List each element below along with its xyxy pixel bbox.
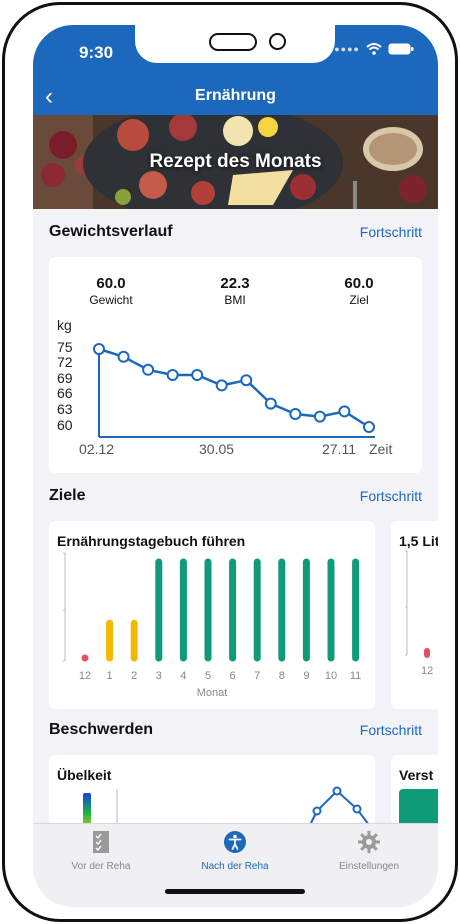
signal-icon: ●●●● [334,44,360,54]
status-icons: ●●●● [334,43,414,55]
tab-settings[interactable]: Einstellungen [309,830,429,872]
complaint-card-constipation[interactable]: Verst [391,755,438,829]
tab-bar: Vor der Reha Nach der Reha [33,823,438,907]
complaint-card2-title: Verst [399,767,434,783]
banner-title: Rezept des Monats [149,151,322,172]
complaints-section-header: Beschwerden Fortschritt [49,721,422,743]
tab-after-rehab[interactable]: Nach der Reha [175,830,295,872]
tab-label: Nach der Reha [201,861,269,872]
goal-x-axis-label: Monat [196,687,228,699]
y-tick: 69 [57,370,73,386]
status-bar: 9:30 ●●●● [33,25,438,91]
goals-section-header: Ziele Fortschritt [49,487,422,509]
weight-point [142,363,155,376]
food-photo [33,115,438,209]
stat-goal-label: Ziel [349,293,369,307]
stat-weight-value: 60.0 [96,275,126,292]
weight-point [166,369,179,381]
notch [135,25,335,63]
stat-goal: 60.0 Ziel [319,275,399,307]
goal-card-title: Ernährungstagebuch führen [57,533,246,549]
goal2-axis [405,550,430,658]
goal-bar-chart: 12 1 2 3 4 5 6 7 8 9 10 11 [63,552,361,682]
goal2-x-tick: 12 [421,665,434,677]
weight-point [117,350,130,363]
weight-point [289,408,302,420]
x-axis-label: Zeit [369,441,393,457]
checklist-icon [93,831,109,853]
goal-x-tick: 7 [254,670,260,682]
weight-point [363,421,375,433]
x-tick: 02.12 [79,441,115,457]
weight-point [93,343,105,355]
wifi-icon [366,43,382,55]
y-tick: 63 [57,401,73,417]
goal-x-tick: 6 [230,670,236,682]
weight-chart [93,343,375,438]
stat-bmi: 22.3 BMI [195,275,275,307]
goal-x-tick: 9 [303,670,309,682]
accessibility-icon [224,831,246,853]
weight-point [191,369,204,381]
weight-point [338,405,351,418]
weight-card[interactable]: 60.0 Gewicht 22.3 BMI 60.0 Ziel kg 75 72… [49,257,422,473]
gear-icon [358,831,380,853]
speaker-icon [209,33,257,51]
goal-card2-title: 1,5 Lit [399,533,438,549]
camera-icon [269,33,286,50]
y-tick: 60 [57,417,73,433]
goal-x-tick: 1 [107,670,113,682]
goal-x-tick: 11 [350,670,361,682]
weight-section-header: Gewichtsverlauf Fortschritt [49,223,422,245]
goals-progress-link[interactable]: Fortschritt [359,488,422,504]
recipe-banner[interactable]: Rezept des Monats [33,115,438,209]
complaint-card-nausea[interactable]: Übelkeit [49,755,375,825]
x-tick: 27.11 [322,441,356,457]
complaint2-bar [399,789,438,829]
goal-x-tick: 2 [131,670,137,682]
stat-weight: 60.0 Gewicht [71,275,151,307]
screen: 9:30 ●●●● ‹ Ernährung [33,25,438,907]
goal-x-tick: 8 [279,670,285,682]
goal-card-water[interactable]: 1,5 Lit 12 [391,521,438,709]
weight-series-line [98,347,370,429]
complaint-card-title: Übelkeit [57,767,112,783]
goals-section-title: Ziele [49,487,86,504]
y-tick: 75 [57,339,73,355]
x-tick: 30.05 [199,441,235,457]
stat-bmi-value: 22.3 [220,275,250,292]
goal-x-tick: 10 [325,670,337,682]
goal-card-diary[interactable]: Ernährungstagebuch führen 12 1 2 3 4 5 6 7 8 9 10 1… [49,521,375,709]
goal-x-tick: 3 [156,670,162,682]
stat-goal-value: 60.0 [344,275,374,292]
tab-label: Vor der Reha [71,861,131,872]
goal-x-tick: 4 [180,670,186,682]
weight-progress-link[interactable]: Fortschritt [359,224,422,240]
weight-point [240,374,253,387]
complaints-progress-link[interactable]: Fortschritt [359,722,422,738]
nav-bar: ‹ Ernährung [33,81,438,115]
status-time: 9:30 [79,43,114,62]
stat-bmi-label: BMI [224,293,246,307]
weight-point [313,410,326,423]
tab-before-rehab[interactable]: Vor der Reha [41,830,161,872]
home-indicator [165,889,305,894]
goal-x-tick: 5 [205,670,211,682]
nausea-chart [83,786,370,825]
complaints-section-title: Beschwerden [49,721,154,738]
stat-weight-label: Gewicht [89,293,133,307]
weight-point [215,379,228,392]
goal-x-tick: 12 [79,670,91,682]
battery-icon [388,43,414,55]
back-button[interactable]: ‹ [45,83,53,110]
weight-point [264,397,277,410]
tab-label: Einstellungen [338,861,400,872]
weight-section-title: Gewichtsverlauf [49,223,173,240]
y-tick: 66 [57,385,73,401]
y-axis-unit: kg [57,317,72,333]
page-title: Ernährung [195,87,276,104]
y-tick: 72 [57,354,73,370]
